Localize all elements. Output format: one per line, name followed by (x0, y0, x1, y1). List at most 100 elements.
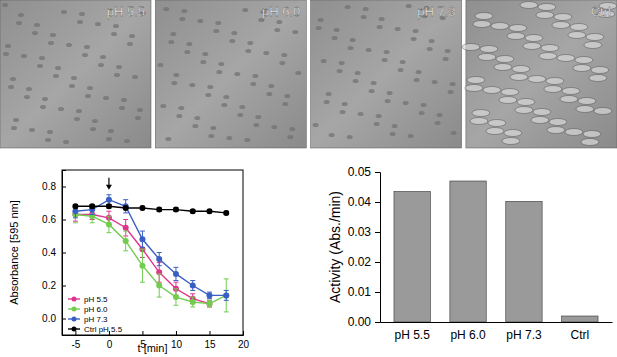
legend-item: pH 5.5 (68, 295, 108, 304)
image-texture (523, 43, 541, 50)
image-texture (385, 99, 391, 103)
error-bar-cap (123, 231, 128, 232)
data-point (173, 271, 179, 277)
image-texture (135, 116, 141, 120)
image-texture (55, 66, 61, 70)
data-point (123, 238, 129, 244)
image-texture (276, 20, 282, 24)
image-texture (589, 75, 607, 82)
tick-label: Ctrl (571, 328, 590, 342)
data-point (89, 213, 95, 219)
image-texture (488, 120, 506, 127)
error-bar-cap (140, 231, 145, 232)
image-texture (74, 117, 80, 121)
image-texture (515, 107, 533, 114)
data-point (223, 292, 229, 298)
data-point (106, 221, 112, 227)
image-texture (475, 13, 493, 20)
tick-mark (375, 262, 380, 263)
error-bar-cap (123, 212, 128, 213)
image-texture (583, 131, 601, 138)
image-texture (84, 45, 90, 49)
data-point (123, 225, 129, 231)
image-texture (562, 88, 580, 95)
image-texture (160, 104, 166, 108)
image-texture (560, 96, 578, 103)
series-line (75, 215, 226, 304)
error-bar (190, 297, 195, 307)
error-bar-cap (123, 219, 128, 220)
tick-mark (375, 292, 380, 293)
y-axis-title: Activity (Abs./min) (327, 191, 343, 303)
image-texture (127, 42, 133, 46)
plot-frame (62, 170, 243, 335)
image-texture (443, 57, 449, 61)
legend-item: Ctrl pH 5.5 (68, 325, 123, 334)
error-bar-cap (173, 288, 178, 289)
data-point (223, 210, 229, 216)
series-line (75, 206, 226, 213)
image-texture (377, 25, 383, 29)
error-bar-cap (157, 252, 162, 253)
tick-label: 0.03 (348, 225, 372, 239)
tick-label: 0.8 (42, 181, 56, 192)
data-point (173, 294, 179, 300)
image-texture (507, 33, 525, 40)
image-texture (573, 65, 591, 72)
tick: 0.04 (348, 195, 380, 209)
tick-mark (62, 187, 66, 188)
tick-mark (62, 220, 66, 221)
image-texture (366, 48, 372, 52)
image-texture (234, 72, 240, 76)
image-texture (502, 138, 520, 145)
image-texture (8, 85, 14, 89)
image-texture (292, 30, 298, 34)
image-texture (568, 32, 586, 39)
tick-mark (375, 172, 380, 173)
image-texture (496, 56, 514, 63)
image-texture (242, 8, 248, 12)
legend-marker (72, 307, 77, 312)
image-texture (82, 53, 88, 57)
legend-marker (72, 297, 77, 302)
image-texture (163, 7, 169, 11)
error-bar-cap (157, 265, 162, 266)
image-texture (274, 28, 280, 32)
image-texture (494, 64, 512, 71)
plot-area (72, 195, 229, 312)
image-texture (37, 64, 43, 68)
image-texture (69, 84, 75, 88)
image-texture (392, 124, 398, 128)
image-texture (594, 108, 612, 115)
image-texture (544, 86, 562, 93)
tick-mark (75, 331, 76, 335)
tick-label: 0.01 (348, 285, 372, 299)
image-texture (416, 70, 422, 74)
error-bar-cap (224, 300, 229, 301)
data-point (139, 236, 145, 242)
tick-label: 15 (204, 339, 216, 350)
image-texture (480, 46, 498, 53)
image-texture (202, 52, 208, 56)
image-texture (207, 85, 213, 89)
legend-label: Ctrl pH 5.5 (84, 325, 123, 334)
error-bar (224, 290, 229, 300)
bar (506, 201, 542, 322)
tick: -5 (71, 331, 80, 350)
image-texture (213, 29, 219, 33)
image-texture (509, 25, 527, 32)
image-texture (554, 14, 572, 21)
image-texture (263, 51, 269, 55)
tick-mark (375, 202, 380, 203)
image-texture (10, 77, 16, 81)
image-texture (576, 106, 594, 113)
data-point (106, 197, 112, 203)
data-point (156, 283, 162, 289)
image-texture (165, 137, 171, 141)
image-texture (334, 28, 340, 32)
error-bar-cap (106, 216, 111, 217)
tick-label: 10 (171, 339, 183, 350)
tick-mark (375, 232, 380, 233)
image-texture (253, 123, 259, 127)
axis-line (381, 322, 613, 323)
